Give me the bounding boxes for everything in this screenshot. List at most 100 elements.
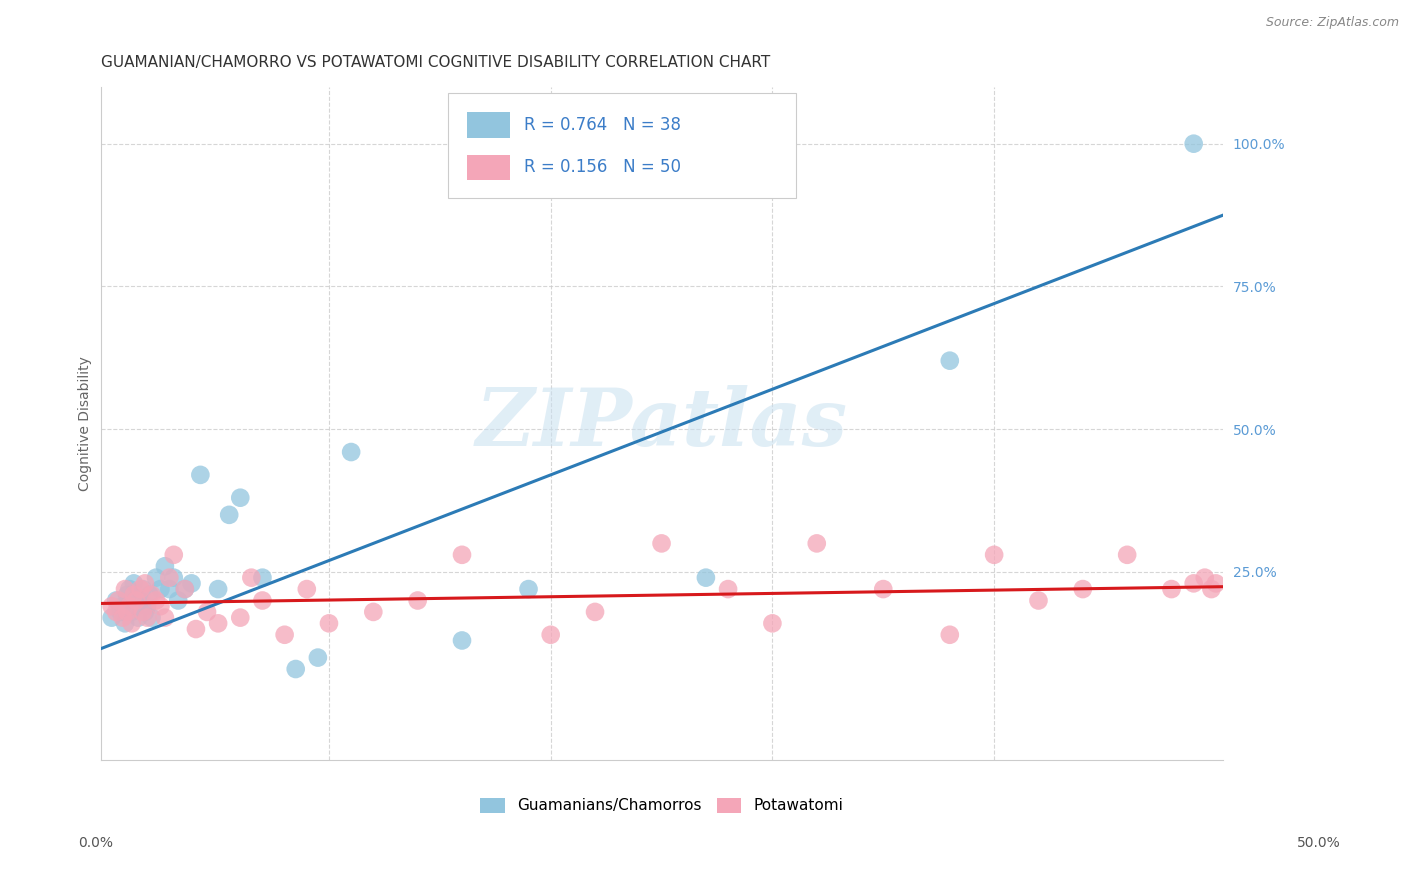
Point: [115, 605, 138, 619]
Point: [132, 582, 155, 596]
Text: Source: ZipAtlas.com: Source: ZipAtlas.com: [1265, 16, 1399, 29]
Point: [307, 650, 329, 665]
Point: [583, 605, 606, 619]
Point: [1116, 548, 1139, 562]
Point: [149, 582, 172, 596]
Point: [153, 610, 176, 624]
Point: [1182, 576, 1205, 591]
Point: [145, 593, 167, 607]
Point: [105, 593, 128, 607]
Point: [1028, 593, 1050, 607]
Point: [252, 571, 274, 585]
Point: [163, 548, 186, 562]
Point: [806, 536, 828, 550]
Point: [1071, 582, 1094, 596]
Point: [406, 593, 429, 607]
Point: [252, 593, 274, 607]
Text: GUAMANIAN/CHAMORRO VS POTAWATOMI COGNITIVE DISABILITY CORRELATION CHART: GUAMANIAN/CHAMORRO VS POTAWATOMI COGNITI…: [101, 55, 770, 70]
Point: [184, 622, 207, 636]
Point: [229, 610, 252, 624]
Point: [173, 582, 195, 596]
Text: R = 0.156   N = 50: R = 0.156 N = 50: [523, 159, 681, 177]
Point: [872, 582, 894, 596]
Point: [163, 571, 186, 585]
Y-axis label: Cognitive Disability: Cognitive Disability: [79, 356, 93, 491]
Point: [114, 616, 136, 631]
Point: [145, 571, 167, 585]
Point: [195, 605, 218, 619]
Point: [180, 576, 202, 591]
Point: [136, 599, 159, 614]
Point: [1194, 571, 1216, 585]
Point: [125, 593, 148, 607]
Legend: Guamanians/Chamorros, Potawatomi: Guamanians/Chamorros, Potawatomi: [479, 797, 844, 814]
Point: [115, 588, 138, 602]
Point: [129, 593, 152, 607]
Point: [363, 605, 385, 619]
Point: [121, 616, 143, 631]
Point: [157, 582, 180, 596]
Point: [983, 548, 1005, 562]
Point: [1182, 136, 1205, 151]
Text: ZIPatlas: ZIPatlas: [475, 384, 848, 462]
Point: [134, 576, 156, 591]
Point: [125, 599, 148, 614]
Bar: [467, 154, 510, 180]
Point: [218, 508, 240, 522]
Point: [114, 582, 136, 596]
Point: [173, 582, 195, 596]
Point: [229, 491, 252, 505]
Point: [122, 576, 145, 591]
Point: [517, 582, 540, 596]
Point: [141, 588, 163, 602]
Point: [138, 588, 160, 602]
Point: [340, 445, 363, 459]
Point: [939, 353, 962, 368]
Point: [136, 610, 159, 624]
Point: [451, 548, 474, 562]
Point: [127, 610, 149, 624]
Point: [100, 610, 122, 624]
Point: [118, 599, 141, 614]
Point: [122, 588, 145, 602]
Point: [121, 605, 143, 619]
Point: [761, 616, 783, 631]
Point: [717, 582, 740, 596]
Bar: [467, 112, 510, 137]
Text: R = 0.764   N = 38: R = 0.764 N = 38: [523, 116, 681, 134]
Point: [149, 599, 172, 614]
Point: [240, 571, 263, 585]
Point: [695, 571, 717, 585]
Point: [105, 605, 128, 619]
Point: [651, 536, 673, 550]
Point: [100, 599, 122, 614]
FancyBboxPatch shape: [449, 94, 796, 198]
Point: [110, 605, 132, 619]
Point: [118, 582, 141, 596]
Point: [207, 616, 229, 631]
Point: [132, 605, 155, 619]
Point: [111, 610, 134, 624]
Point: [318, 616, 340, 631]
Point: [111, 599, 134, 614]
Point: [284, 662, 307, 676]
Point: [107, 593, 129, 607]
Point: [939, 628, 962, 642]
Text: 50.0%: 50.0%: [1296, 836, 1341, 850]
Point: [273, 628, 295, 642]
Point: [1160, 582, 1182, 596]
Point: [1205, 576, 1227, 591]
Point: [207, 582, 229, 596]
Point: [157, 571, 180, 585]
Text: 0.0%: 0.0%: [79, 836, 112, 850]
Point: [141, 610, 163, 624]
Point: [1201, 582, 1223, 596]
Point: [190, 467, 212, 482]
Point: [451, 633, 474, 648]
Point: [129, 582, 152, 596]
Point: [153, 559, 176, 574]
Point: [134, 605, 156, 619]
Point: [295, 582, 318, 596]
Point: [540, 628, 562, 642]
Point: [167, 593, 190, 607]
